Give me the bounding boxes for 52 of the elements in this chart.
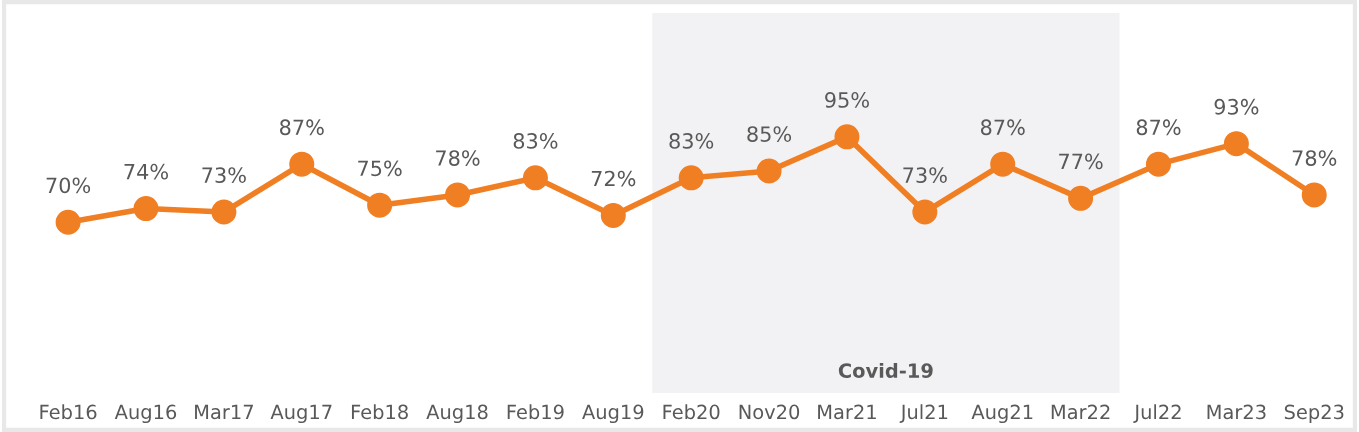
x-tick-label: Aug18 xyxy=(426,404,488,424)
point xyxy=(445,182,471,208)
x-tick-label: Feb19 xyxy=(507,404,564,420)
band-label: Covid-19 xyxy=(838,362,933,378)
point xyxy=(1223,131,1249,157)
point xyxy=(990,151,1016,177)
x-tick-label: Aug17 xyxy=(270,404,332,424)
data-label: 70% xyxy=(46,177,91,194)
point xyxy=(133,196,159,222)
point xyxy=(522,165,548,191)
x-tick-label: Sep23 xyxy=(1284,404,1344,424)
point xyxy=(600,202,626,228)
data-label: 87% xyxy=(280,119,324,136)
data-label: 73% xyxy=(903,167,947,183)
x-tick-label: Feb16 xyxy=(40,404,97,420)
x-tick-label: Jul21 xyxy=(899,404,948,423)
point xyxy=(678,165,704,191)
x-tick-label: Mar22 xyxy=(1051,404,1110,420)
data-label: 75% xyxy=(358,160,402,177)
x-tick-label: Nov20 xyxy=(739,404,800,420)
point xyxy=(1301,182,1327,208)
data-label: 95% xyxy=(825,92,869,108)
point xyxy=(211,199,237,225)
point xyxy=(1068,185,1094,211)
data-label: 78% xyxy=(436,150,480,166)
point xyxy=(834,124,860,150)
point xyxy=(1145,151,1171,177)
data-label: 78% xyxy=(1292,150,1337,166)
x-tick-label: Jul22 xyxy=(1133,404,1181,423)
data-label: 93% xyxy=(1214,98,1259,115)
data-label: 87% xyxy=(1136,119,1181,136)
data-label: 83% xyxy=(513,133,558,149)
point xyxy=(289,151,315,177)
x-tick-label: Feb20 xyxy=(663,404,720,420)
x-tick-label: Feb18 xyxy=(351,404,408,420)
data-label: 72% xyxy=(591,170,636,187)
x-tick-label: Aug16 xyxy=(114,404,177,424)
data-label: 74% xyxy=(124,163,168,180)
x-tick-label: Mar17 xyxy=(195,404,253,420)
x-tick-label: Mar21 xyxy=(818,404,876,420)
x-tick-label: Aug21 xyxy=(971,404,1033,424)
point xyxy=(367,192,393,218)
data-label: 77% xyxy=(1059,153,1103,170)
point xyxy=(912,199,938,225)
point xyxy=(756,158,782,184)
x-tick-label: Mar23 xyxy=(1207,404,1266,420)
point xyxy=(55,209,81,235)
data-label: 87% xyxy=(980,119,1025,136)
data-label: 73% xyxy=(202,167,246,183)
data-label: 83% xyxy=(669,133,714,149)
data-label: 85% xyxy=(747,126,792,142)
x-tick-label: Aug19 xyxy=(582,404,644,424)
